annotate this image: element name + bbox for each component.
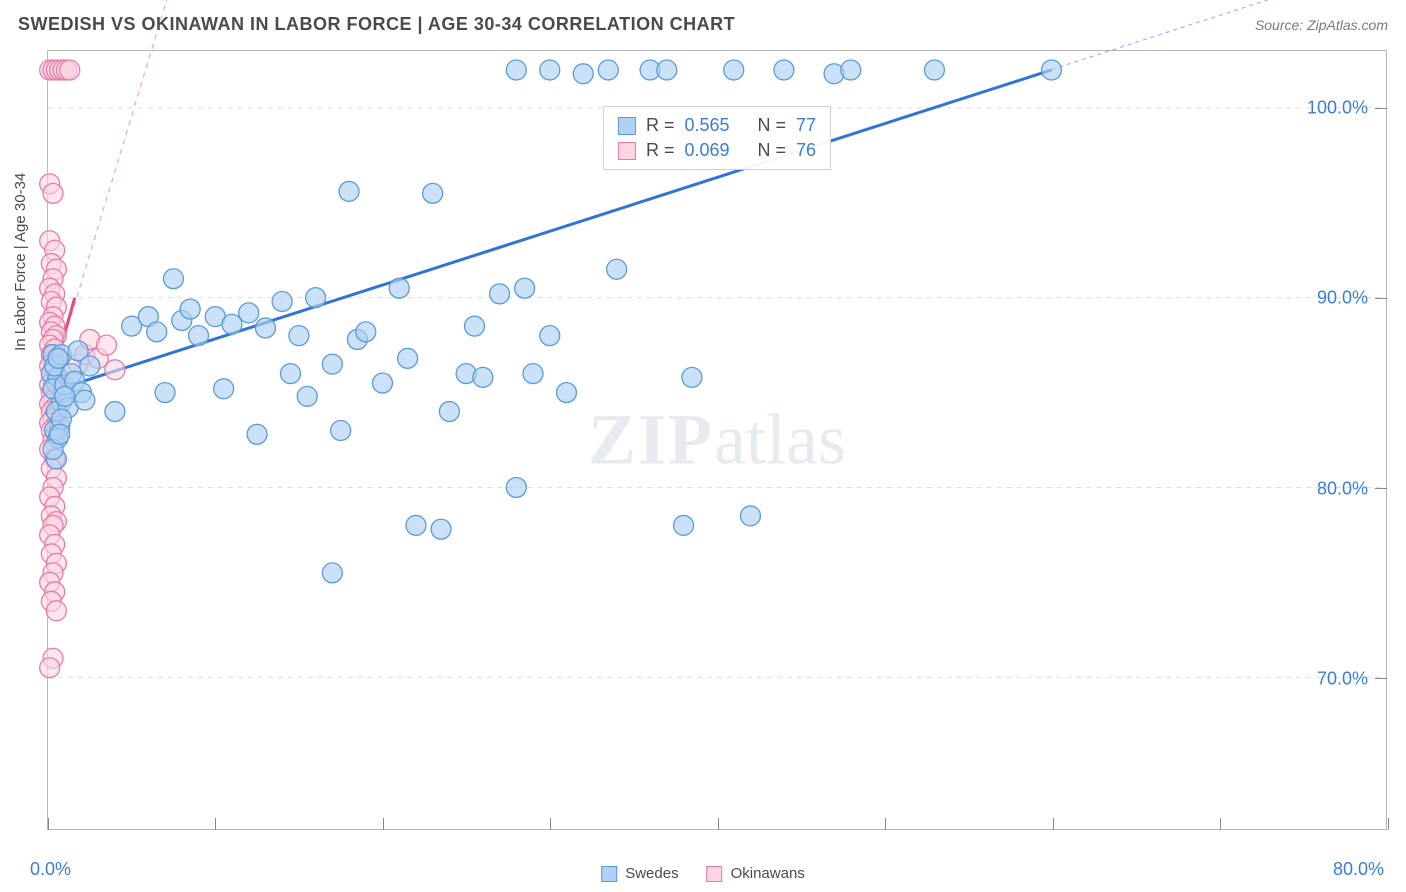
x-tick	[48, 818, 49, 830]
y-tick-label: 90.0%	[1317, 288, 1368, 309]
y-tick	[1375, 488, 1387, 489]
legend-row-swedes: R = 0.565 N = 77	[618, 113, 816, 138]
legend-label-okinawans: Okinawans	[731, 865, 805, 882]
legend-item-okinawans: Okinawans	[707, 865, 805, 882]
swatch-okinawans-icon	[707, 866, 723, 882]
y-tick	[1375, 298, 1387, 299]
x-axis-min-label: 0.0%	[30, 859, 71, 880]
swatch-swedes-icon	[618, 117, 636, 135]
plot-area: ZIPatlas R = 0.565 N = 77 R = 0.069 N = …	[47, 50, 1387, 830]
correlation-legend: R = 0.565 N = 77 R = 0.069 N = 76	[603, 106, 831, 170]
source-label: Source: ZipAtlas.com	[1255, 17, 1388, 33]
chart-title: SWEDISH VS OKINAWAN IN LABOR FORCE | AGE…	[18, 14, 735, 35]
y-tick	[1375, 678, 1387, 679]
x-tick	[383, 818, 384, 830]
legend-row-okinawans: R = 0.069 N = 76	[618, 138, 816, 163]
x-tick	[885, 818, 886, 830]
title-bar: SWEDISH VS OKINAWAN IN LABOR FORCE | AGE…	[18, 14, 1388, 35]
x-axis-max-label: 80.0%	[1333, 859, 1384, 880]
swatch-okinawans-icon	[618, 142, 636, 160]
y-tick-label: 100.0%	[1307, 98, 1368, 119]
legend-label-swedes: Swedes	[625, 865, 678, 882]
y-axis-label: In Labor Force | Age 30-34	[12, 173, 29, 351]
y-tick-label: 80.0%	[1317, 478, 1368, 499]
x-tick	[550, 818, 551, 830]
x-tick	[1053, 818, 1054, 830]
series-legend: Swedes Okinawans	[601, 865, 805, 882]
x-tick	[215, 818, 216, 830]
swatch-swedes-icon	[601, 866, 617, 882]
x-tick	[718, 818, 719, 830]
x-tick	[1388, 818, 1389, 830]
legend-item-swedes: Swedes	[601, 865, 678, 882]
y-tick	[1375, 108, 1387, 109]
x-tick	[1220, 818, 1221, 830]
y-tick-label: 70.0%	[1317, 668, 1368, 689]
